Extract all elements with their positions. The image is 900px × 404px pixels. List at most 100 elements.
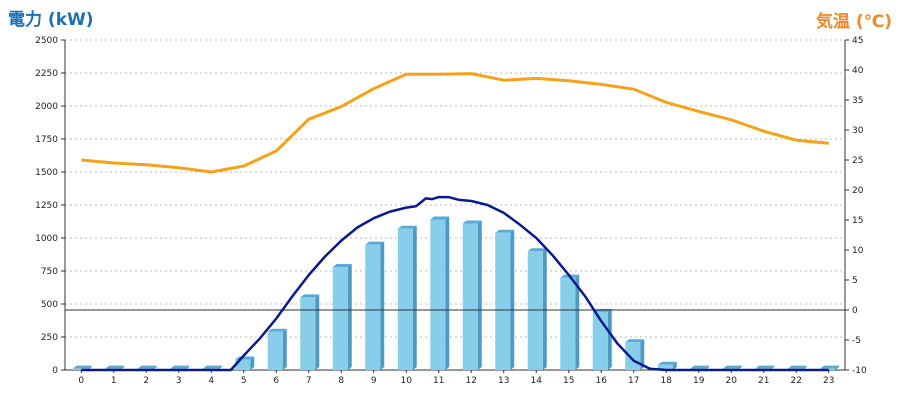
left-tick-label: 2000 bbox=[35, 102, 58, 112]
bar-top bbox=[202, 365, 222, 369]
bar-top bbox=[462, 220, 482, 224]
x-tick-label: 14 bbox=[531, 376, 543, 386]
bar bbox=[300, 297, 316, 370]
bar-top bbox=[397, 225, 417, 229]
left-tick-label: 2500 bbox=[35, 36, 58, 46]
x-tick-label: 10 bbox=[401, 376, 413, 386]
bar-top bbox=[722, 365, 742, 369]
bar-top bbox=[657, 361, 677, 365]
bar bbox=[430, 219, 446, 370]
x-tick-label: 13 bbox=[498, 376, 509, 386]
bar-top bbox=[755, 365, 775, 369]
bar-side bbox=[250, 356, 255, 370]
bar-top bbox=[137, 365, 157, 369]
right-tick-label: 35 bbox=[852, 96, 863, 106]
right-tick-label: -5 bbox=[852, 336, 861, 346]
x-tick-label: 6 bbox=[273, 376, 279, 386]
right-tick-label: 0 bbox=[852, 306, 858, 316]
bar-side bbox=[542, 248, 547, 370]
x-tick-label: 0 bbox=[78, 376, 84, 386]
left-tick-label: 2250 bbox=[35, 69, 58, 79]
bar bbox=[527, 251, 543, 370]
x-tick-label: 5 bbox=[241, 376, 247, 386]
x-tick-label: 3 bbox=[176, 376, 182, 386]
bar-top bbox=[267, 328, 287, 332]
x-tick-label: 21 bbox=[758, 376, 769, 386]
bar bbox=[625, 342, 641, 370]
bar-side bbox=[347, 264, 352, 370]
bar-top bbox=[430, 216, 450, 220]
bar-side bbox=[315, 294, 320, 370]
bar-side bbox=[510, 229, 515, 370]
bar bbox=[267, 331, 283, 370]
bar-top bbox=[820, 365, 840, 369]
bar-top bbox=[332, 264, 352, 268]
right-tick-label: 10 bbox=[852, 246, 864, 256]
left-axis-title: 電力 (kW) bbox=[8, 10, 94, 30]
x-tick-label: 17 bbox=[628, 376, 639, 386]
x-tick-label: 16 bbox=[596, 376, 608, 386]
bar-side bbox=[412, 225, 417, 370]
right-tick-label: -10 bbox=[852, 366, 867, 376]
x-tick-label: 19 bbox=[693, 376, 705, 386]
right-tick-label: 40 bbox=[852, 66, 864, 76]
right-tick-label: 15 bbox=[852, 216, 863, 226]
x-tick-label: 20 bbox=[726, 376, 738, 386]
bar-side bbox=[640, 339, 645, 370]
x-tick-label: 2 bbox=[143, 376, 149, 386]
x-tick-label: 7 bbox=[306, 376, 312, 386]
left-tick-label: 1250 bbox=[35, 201, 58, 211]
bar-top bbox=[72, 365, 92, 369]
x-tick-label: 4 bbox=[208, 376, 214, 386]
left-tick-label: 1500 bbox=[35, 168, 58, 178]
bar-top bbox=[787, 365, 807, 369]
bar-side bbox=[575, 274, 580, 370]
left-tick-label: 750 bbox=[41, 267, 58, 277]
bar-side bbox=[607, 308, 612, 370]
right-tick-label: 5 bbox=[852, 276, 858, 286]
bar bbox=[365, 244, 381, 370]
right-tick-label: 45 bbox=[852, 36, 863, 46]
bar bbox=[235, 359, 251, 370]
bar-side bbox=[380, 241, 385, 370]
bar-top bbox=[527, 248, 547, 252]
x-tick-label: 11 bbox=[433, 376, 444, 386]
x-tick-label: 9 bbox=[371, 376, 377, 386]
x-tick-label: 8 bbox=[338, 376, 344, 386]
bar bbox=[560, 277, 576, 370]
bar bbox=[332, 267, 348, 370]
bar-side bbox=[282, 328, 287, 370]
bar-top bbox=[300, 294, 320, 298]
bar-side bbox=[445, 216, 450, 370]
x-tick-label: 12 bbox=[466, 376, 477, 386]
left-tick-label: 1750 bbox=[35, 135, 58, 145]
bar bbox=[495, 232, 511, 370]
right-axis-title: 気温 (℃) bbox=[815, 12, 892, 32]
left-tick-label: 500 bbox=[41, 300, 58, 310]
bar-top bbox=[690, 365, 710, 369]
right-tick-label: 20 bbox=[852, 186, 864, 196]
power-line bbox=[81, 195, 829, 372]
bar-top bbox=[105, 365, 125, 369]
right-tick-label: 30 bbox=[852, 126, 864, 136]
bar-side bbox=[835, 365, 840, 370]
x-tick-label: 1 bbox=[111, 376, 117, 386]
bar-top bbox=[495, 229, 515, 233]
bar-top bbox=[625, 339, 645, 343]
bar-side bbox=[672, 361, 677, 370]
x-tick-label: 22 bbox=[791, 376, 802, 386]
bar bbox=[397, 228, 413, 370]
temperature-line bbox=[81, 72, 829, 174]
left-tick-label: 1000 bbox=[35, 234, 58, 244]
bar-side bbox=[477, 220, 482, 370]
left-tick-label: 250 bbox=[41, 333, 58, 343]
right-tick-label: 25 bbox=[852, 156, 863, 166]
bar-top bbox=[170, 365, 190, 369]
x-tick-label: 15 bbox=[563, 376, 574, 386]
bar bbox=[462, 223, 478, 370]
left-tick-label: 0 bbox=[52, 366, 58, 376]
bar-top bbox=[365, 241, 385, 245]
bar bbox=[657, 364, 673, 370]
